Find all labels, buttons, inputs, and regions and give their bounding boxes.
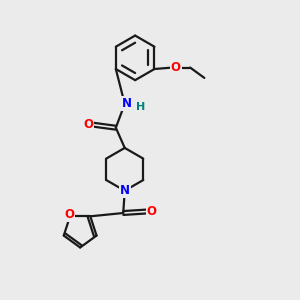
Text: O: O (171, 61, 181, 74)
Text: H: H (136, 102, 145, 112)
Text: O: O (147, 205, 157, 218)
Text: N: N (120, 184, 130, 197)
Text: O: O (83, 118, 93, 131)
Text: O: O (64, 208, 74, 221)
Text: N: N (122, 98, 132, 110)
